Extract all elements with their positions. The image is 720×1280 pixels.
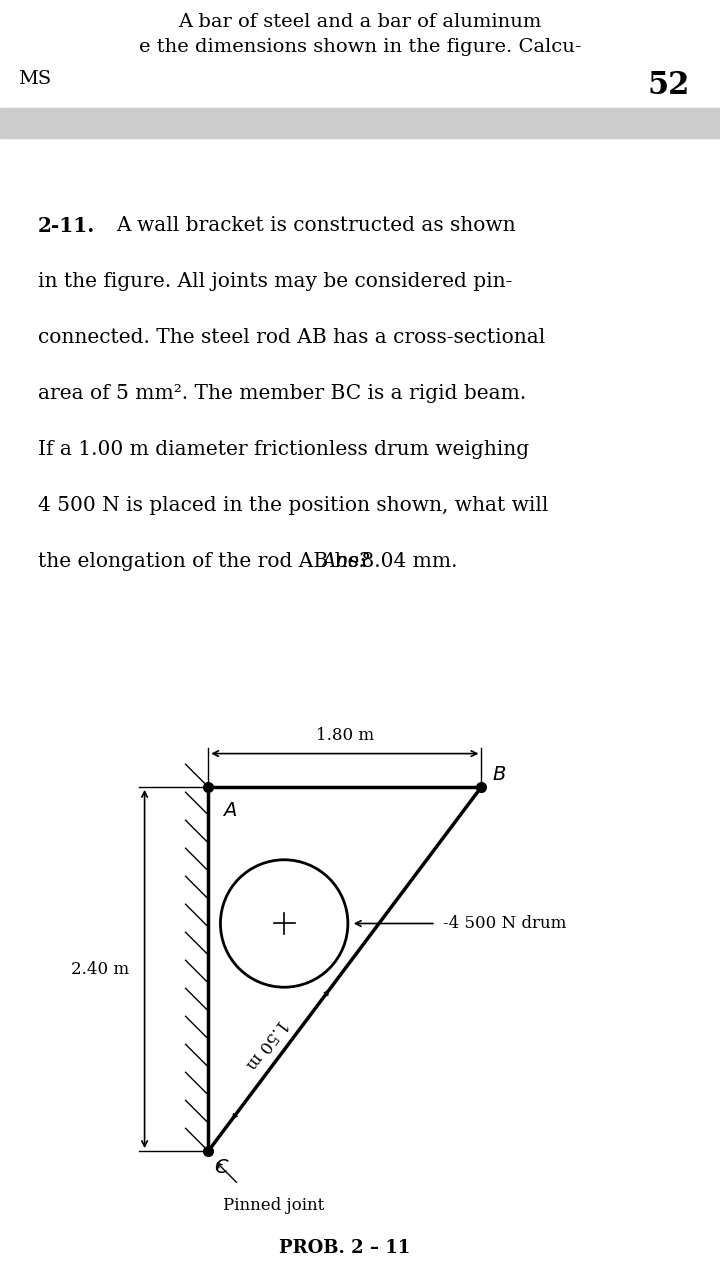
Bar <box>0 109 720 138</box>
Text: $C$: $C$ <box>215 1158 230 1176</box>
Text: 2-11.: 2-11. <box>38 216 95 237</box>
Text: 1.80 m: 1.80 m <box>316 727 374 745</box>
Text: 2.40 m: 2.40 m <box>71 960 130 978</box>
Text: A bar of steel and a bar of aluminum: A bar of steel and a bar of aluminum <box>179 13 541 31</box>
Text: the elongation of the rod AB be?: the elongation of the rod AB be? <box>38 552 383 571</box>
Text: Pinned joint: Pinned joint <box>223 1197 325 1213</box>
Text: Ans:: Ans: <box>322 552 366 571</box>
Text: in the figure. All joints may be considered pin-: in the figure. All joints may be conside… <box>38 273 513 292</box>
Text: connected. The steel rod AB has a cross-sectional: connected. The steel rod AB has a cross-… <box>38 328 545 347</box>
Text: -4 500 N drum: -4 500 N drum <box>444 915 567 932</box>
Text: 4 500 N is placed in the position shown, what will: 4 500 N is placed in the position shown,… <box>38 495 549 515</box>
Text: If a 1.00 m diameter frictionless drum weighing: If a 1.00 m diameter frictionless drum w… <box>38 440 529 460</box>
Text: area of 5 mm². The member BC is a rigid beam.: area of 5 mm². The member BC is a rigid … <box>38 384 526 403</box>
Text: $A$: $A$ <box>222 803 237 820</box>
Text: MS: MS <box>18 70 51 88</box>
Text: A wall bracket is constructed as shown: A wall bracket is constructed as shown <box>116 216 516 236</box>
Text: e the dimensions shown in the figure. Calcu-: e the dimensions shown in the figure. Ca… <box>139 38 581 56</box>
Text: 8.04 mm.: 8.04 mm. <box>355 552 458 571</box>
Text: 52: 52 <box>647 70 690 101</box>
Text: PROB. 2 – 11: PROB. 2 – 11 <box>279 1239 410 1257</box>
Text: $B$: $B$ <box>492 765 506 783</box>
Text: 1.50 m: 1.50 m <box>242 1015 290 1071</box>
